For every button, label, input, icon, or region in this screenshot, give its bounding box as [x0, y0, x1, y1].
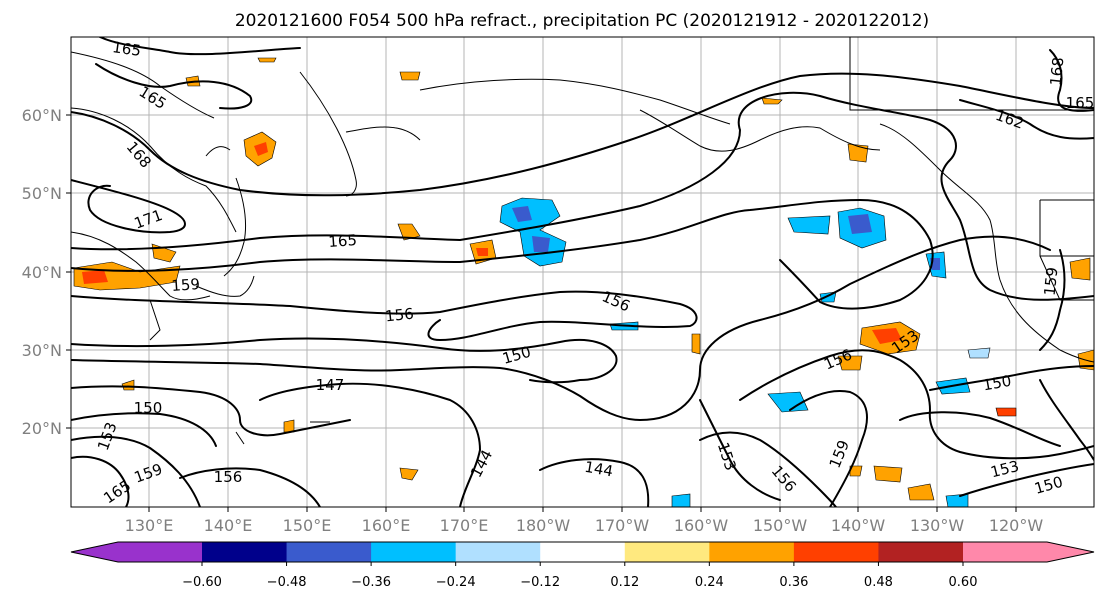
colorbar-outline — [70, 541, 1095, 563]
colorbar — [70, 541, 1095, 566]
lat-label: 50°N — [22, 184, 62, 203]
colorbar-segment — [793, 542, 879, 562]
lon-label: 170°E — [440, 516, 489, 535]
lon-label: 160°W — [674, 516, 729, 535]
lon-label: 150°E — [283, 516, 332, 535]
lon-label: 180°W — [516, 516, 571, 535]
colorbar-tick-label: −0.12 — [520, 575, 560, 590]
colorbar-segment — [71, 542, 202, 562]
colorbar-segment — [455, 542, 541, 562]
colorbar-segment — [709, 542, 795, 562]
contours — [71, 37, 1094, 507]
contour-label: 150 — [134, 399, 163, 417]
contour-label: 165 — [328, 231, 358, 251]
colorbar-tick-label: −0.24 — [436, 575, 476, 590]
colorbar-segment — [540, 542, 626, 562]
lon-label: 170°W — [595, 516, 650, 535]
lat-label: 30°N — [22, 341, 62, 360]
colorbar-ticks: −0.60 −0.48 −0.36 −0.24 −0.12 0.12 0.24 … — [182, 575, 977, 590]
colorbar-tick-label: 0.60 — [949, 575, 978, 590]
lon-label: 140°E — [204, 516, 253, 535]
colorbar-tick-label: 0.24 — [695, 575, 724, 590]
colorbar-segment — [963, 542, 1094, 562]
contour-label: 147 — [316, 376, 345, 394]
colorbar-tick-label: −0.60 — [182, 575, 222, 590]
contour-label: 156 — [384, 305, 414, 326]
lon-label: 120°W — [989, 516, 1044, 535]
colorbar-tick-label: 0.12 — [610, 575, 639, 590]
lon-label: 140°W — [831, 516, 886, 535]
contour-label: 165 — [111, 38, 142, 60]
colorbar-tick-label: −0.36 — [351, 575, 391, 590]
latitude-labels: 60°N 50°N 40°N 30°N 20°N — [22, 106, 71, 438]
lat-label: 20°N — [22, 419, 62, 438]
colorbar-segment — [286, 542, 372, 562]
contour-label: 165 — [1066, 94, 1095, 112]
colorbar-tick-label: 0.36 — [779, 575, 808, 590]
contour-label: 168 — [1047, 56, 1068, 86]
lon-label: 150°W — [753, 516, 808, 535]
colorbar-segment — [202, 542, 288, 562]
contour-label: 156 — [214, 468, 243, 486]
colorbar-tick-label: −0.48 — [267, 575, 307, 590]
longitude-labels: 130°E 140°E 150°E 160°E 170°E 180°W 170°… — [125, 507, 1044, 535]
precip-negative — [499, 197, 991, 507]
contour-label: 150 — [981, 372, 1012, 395]
contour-label: 159 — [1041, 266, 1062, 296]
colorbar-segment — [878, 542, 964, 562]
contour-label: 159 — [171, 275, 201, 295]
lat-label: 40°N — [22, 263, 62, 282]
map-gridlines — [71, 37, 1094, 507]
map-panel — [70, 36, 1095, 508]
colorbar-segment — [624, 542, 710, 562]
contour-label: 144 — [583, 458, 614, 481]
lon-label: 130°E — [125, 516, 174, 535]
lat-label: 60°N — [22, 106, 62, 125]
lon-label: 130°W — [910, 516, 965, 535]
colorbar-segment — [371, 542, 457, 562]
lon-label: 160°E — [362, 516, 411, 535]
colorbar-tick-label: 0.48 — [864, 575, 893, 590]
map-title: 2020121600 F054 500 hPa refract., precip… — [235, 11, 929, 31]
